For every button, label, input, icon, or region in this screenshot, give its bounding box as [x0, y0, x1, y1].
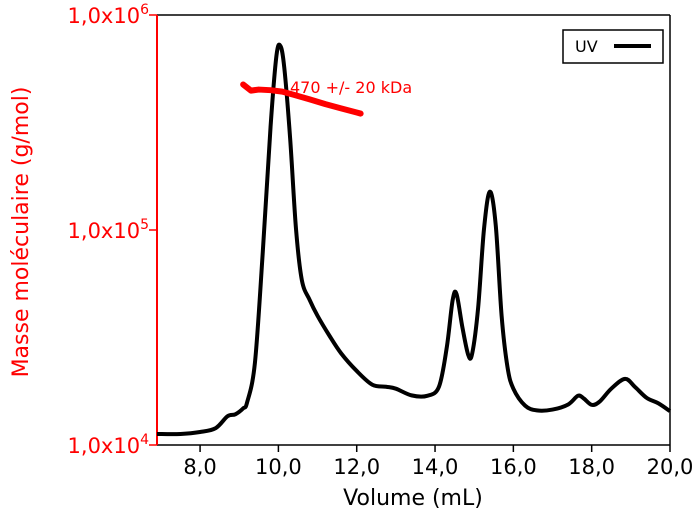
x-tick-label: 14,0	[412, 455, 459, 479]
molecular-weight-annotation: 470 +/- 20 kDa	[290, 78, 412, 97]
y-tick-label: 1,0x105	[68, 217, 149, 243]
series-layer	[156, 42, 672, 437]
x-tick-label: 12,0	[333, 455, 380, 479]
y-tick-label: 1,0x106	[68, 2, 150, 28]
x-tick-label: 8,0	[183, 455, 216, 479]
x-tick-label: 20,0	[647, 455, 694, 479]
plot-area	[156, 14, 671, 446]
axis-layer: 8,0 10,0 12,0 14,0 16,0 18,0 20,0 1,0x104 1,0x10…	[68, 2, 694, 479]
y-tick-label: 1,0x104	[68, 432, 150, 458]
x-tick-label: 18,0	[568, 455, 615, 479]
x-axis-title: Volume (mL)	[343, 486, 483, 511]
legend-label-uv: UV	[575, 37, 598, 56]
molar-mass-trace	[240, 81, 364, 117]
x-tick-label: 10,0	[255, 455, 302, 479]
legend: UV	[562, 29, 664, 64]
y-axis-title: Masse moléculaire (g/mol)	[9, 87, 34, 378]
uv-trace	[156, 42, 672, 437]
x-tick-label: 16,0	[490, 455, 537, 479]
